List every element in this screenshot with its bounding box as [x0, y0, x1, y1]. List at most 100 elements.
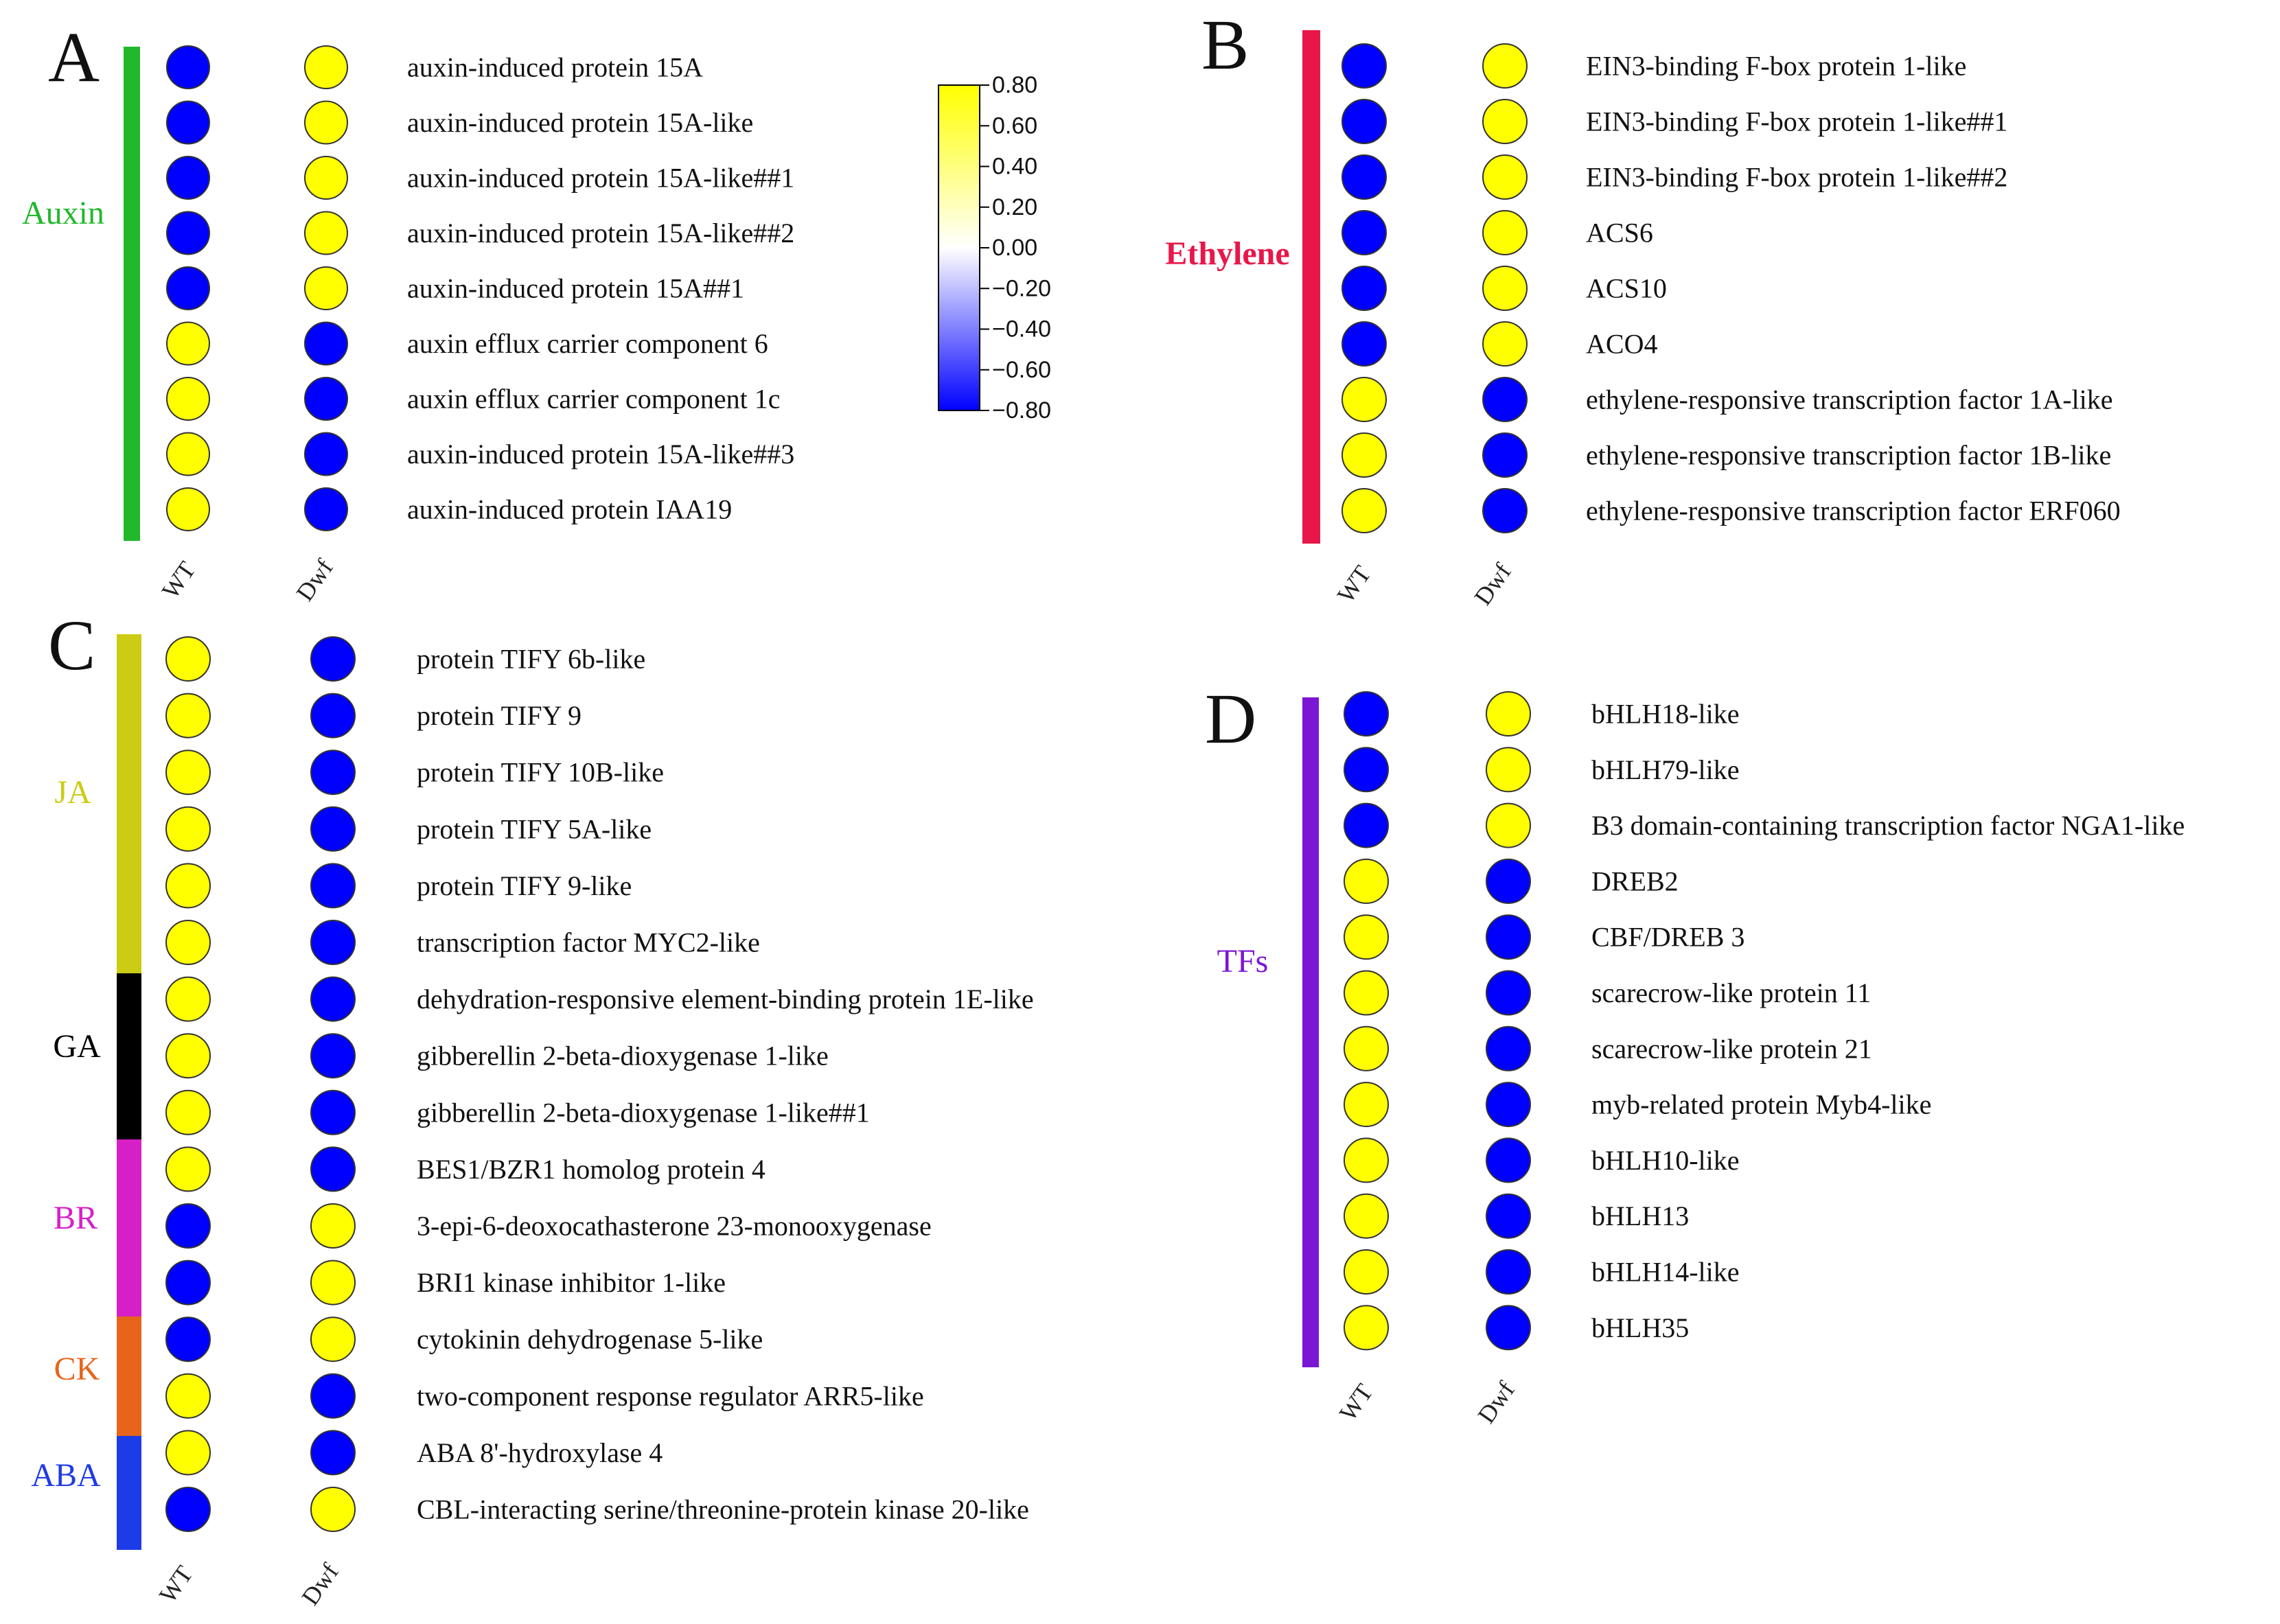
gene-label: DREB2	[1591, 866, 1679, 896]
cell-wt-circle	[165, 750, 211, 796]
cell-dwf-circle	[1482, 377, 1528, 422]
cell-wt-circle	[165, 1373, 211, 1419]
panel-letter: C	[48, 606, 95, 685]
gene-label: transcription factor MYC2-like	[417, 927, 760, 958]
gene-label: bHLH18-like	[1591, 699, 1740, 730]
cell-dwf-circle	[1482, 432, 1528, 478]
colorbar-gradient	[938, 84, 980, 411]
cell-dwf-circle	[1482, 154, 1528, 200]
gene-label: auxin efflux carrier component 6	[407, 328, 768, 359]
gene-label: ethylene-responsive transcription factor…	[1586, 384, 2113, 415]
cell-dwf-circle	[304, 45, 348, 89]
gene-label: scarecrow-like protein 11	[1591, 977, 1871, 1008]
group-label-ethylene: Ethylene	[1165, 235, 1289, 272]
cell-wt-circle	[165, 976, 211, 1022]
cell-wt-circle	[1344, 747, 1389, 793]
column-label-dwf: Dwf	[1472, 1376, 1519, 1428]
gene-label: auxin efflux carrier component 1c	[407, 384, 780, 415]
cell-wt-circle	[165, 1430, 211, 1476]
gene-label: bHLH13	[1591, 1200, 1689, 1231]
cell-wt-circle	[1344, 1249, 1389, 1295]
cell-wt-circle	[1341, 99, 1387, 144]
column-label-dwf: Dwf	[290, 554, 338, 605]
group-bar-auxin	[124, 47, 140, 541]
cell-wt-circle	[1341, 377, 1387, 422]
group-label-tfs: TFs	[1217, 943, 1269, 979]
cell-dwf-circle	[1486, 1193, 1531, 1239]
cell-wt-circle	[1341, 154, 1387, 200]
column-label-dwf: Dwf	[1469, 558, 1516, 610]
group-label-ga: GA	[53, 1028, 101, 1065]
gene-label: auxin-induced protein 15A	[407, 52, 703, 83]
cell-wt-circle	[1341, 266, 1387, 311]
gene-label: EIN3-binding F-box protein 1-like	[1586, 51, 1966, 82]
cell-dwf-circle	[1486, 1249, 1531, 1295]
gene-label: gibberellin 2-beta-dioxygenase 1-like	[417, 1041, 829, 1071]
cell-dwf-circle	[1482, 99, 1528, 144]
cell-wt-circle	[1344, 1193, 1389, 1239]
gene-label: protein TIFY 9	[417, 700, 581, 731]
cell-dwf-circle	[310, 1373, 356, 1419]
gene-label: EIN3-binding F-box protein 1-like##1	[1586, 106, 2007, 137]
cell-wt-circle	[1344, 858, 1389, 904]
gene-label: CBL-interacting serine/threonine-protein…	[417, 1494, 1029, 1525]
cell-wt-circle	[166, 377, 210, 421]
cell-wt-circle	[1344, 970, 1389, 1016]
cell-dwf-circle	[304, 211, 348, 255]
cell-wt-circle	[166, 45, 210, 89]
gene-label: ABA 8'-hydroxylase 4	[417, 1437, 663, 1468]
cell-wt-circle	[166, 211, 210, 255]
cell-dwf-circle	[1482, 488, 1528, 533]
cell-dwf-circle	[310, 976, 356, 1022]
cell-wt-circle	[165, 693, 211, 739]
cell-dwf-circle	[310, 1203, 356, 1249]
cell-wt-circle	[1341, 432, 1387, 478]
gene-label: ACS6	[1586, 218, 1653, 248]
cell-dwf-circle	[310, 1260, 356, 1306]
cell-wt-circle	[1344, 914, 1389, 960]
panel-letter: B	[1201, 5, 1249, 84]
cell-wt-circle	[165, 806, 211, 852]
gene-label: auxin-induced protein 15A##1	[407, 273, 744, 304]
cell-wt-circle	[1344, 1305, 1389, 1351]
cell-wt-circle	[166, 487, 210, 531]
group-bar-aba	[117, 1436, 141, 1550]
colorbar-tick-label: −0.60	[992, 357, 1051, 383]
cell-wt-circle	[166, 321, 210, 366]
column-label-wt: WT	[1334, 1379, 1379, 1426]
cell-wt-circle	[1341, 488, 1387, 533]
cell-wt-circle	[1341, 210, 1387, 255]
cell-wt-circle	[165, 1487, 211, 1532]
gene-label: auxin-induced protein IAA19	[407, 494, 732, 525]
cell-wt-circle	[166, 156, 210, 200]
panel-B: B Ethylene EIN3-binding F-box protein 1-…	[1165, 5, 2120, 610]
gene-label: auxin-induced protein 15A-like	[407, 107, 753, 138]
gene-label: bHLH14-like	[1591, 1257, 1740, 1288]
cell-wt-circle	[165, 1146, 211, 1192]
cell-dwf-circle	[1486, 914, 1531, 960]
cell-dwf-circle	[310, 1033, 356, 1079]
cell-dwf-circle	[304, 100, 348, 145]
group-bar-ja	[117, 634, 141, 973]
gene-label: B3 domain-containing transcription facto…	[1591, 810, 2185, 841]
cell-dwf-circle	[1486, 802, 1531, 848]
cell-dwf-circle	[1486, 747, 1531, 793]
colorbar-tick-label: 0.40	[992, 154, 1037, 180]
column-label-wt: WT	[1332, 561, 1377, 608]
group-bar-tfs	[1302, 697, 1319, 1367]
cell-wt-circle	[165, 1316, 211, 1362]
cell-dwf-circle	[1482, 210, 1528, 255]
cell-wt-circle	[1344, 1137, 1389, 1183]
cell-wt-circle	[165, 1033, 211, 1079]
group-label-aba: ABA	[31, 1457, 101, 1494]
cell-wt-circle	[1344, 1025, 1389, 1071]
group-bar-ck	[117, 1316, 141, 1436]
colorbar-tick-label: 0.00	[992, 235, 1037, 261]
colorbar-tick-label: 0.60	[992, 113, 1037, 139]
gene-label: protein TIFY 9-like	[417, 870, 632, 901]
cell-wt-circle	[1344, 1082, 1389, 1128]
cell-dwf-circle	[310, 1146, 356, 1192]
gene-label: bHLH35	[1591, 1312, 1689, 1343]
group-bar-br	[117, 1139, 141, 1316]
cell-wt-circle	[165, 1203, 211, 1249]
